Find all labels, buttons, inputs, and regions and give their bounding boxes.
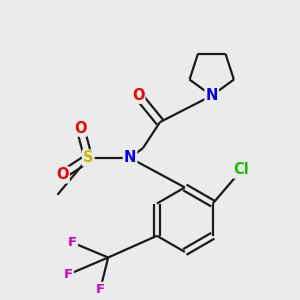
Text: N: N [206,88,218,103]
Text: Cl: Cl [234,162,249,177]
Text: O: O [56,167,69,182]
Text: S: S [83,151,94,166]
Text: O: O [74,121,87,136]
Text: O: O [132,88,144,103]
Text: N: N [124,151,136,166]
Text: F: F [96,283,105,296]
Text: F: F [68,236,77,249]
Text: F: F [64,268,73,281]
